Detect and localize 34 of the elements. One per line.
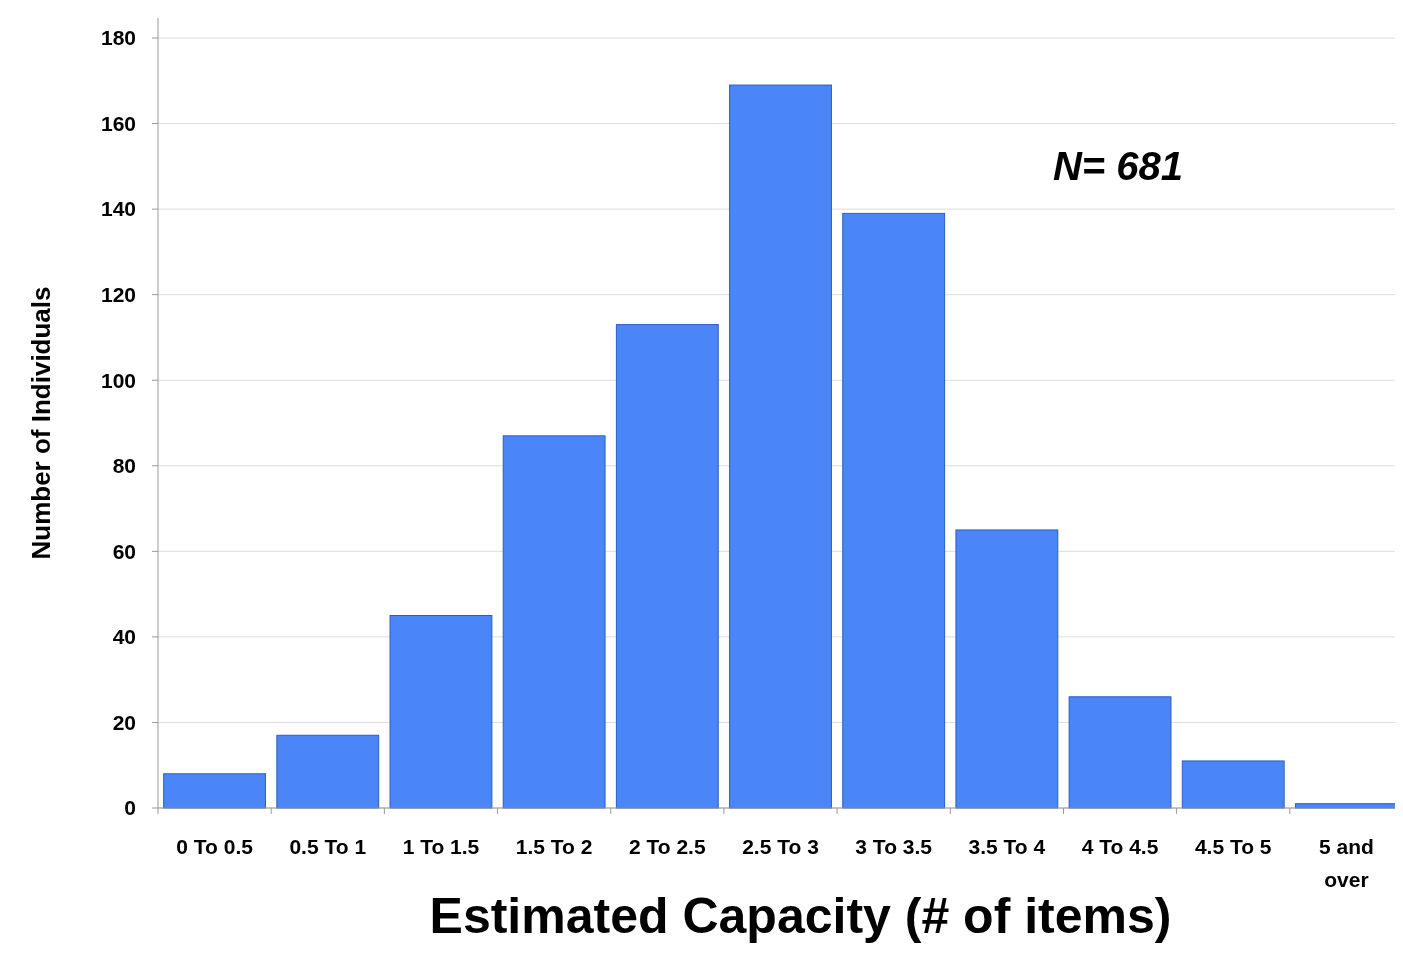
bar: [276, 734, 380, 809]
bar: [955, 529, 1059, 809]
y-tick-label: 140: [100, 197, 136, 221]
x-axis-title: Estimated Capacity (# of items): [429, 888, 1172, 944]
y-tick-label: 180: [100, 26, 136, 50]
x-tick-label: 1.5 To 2: [515, 835, 593, 858]
bar: [842, 212, 946, 809]
y-tick-label: 0: [124, 796, 136, 820]
x-tick-label: 0.5 To 1: [289, 835, 367, 858]
y-tick-label: 100: [100, 368, 136, 392]
x-tick-label: 3.5 To 4: [968, 835, 1046, 858]
bar: [163, 773, 267, 809]
x-tick-label: 3 To 3.5: [855, 835, 933, 858]
x-tick-label: 2 To 2.5: [629, 835, 706, 858]
bar: [615, 324, 719, 809]
y-axis-title: Number of Individuals: [26, 286, 56, 560]
bar: [389, 615, 493, 809]
bar: [1068, 696, 1172, 809]
x-tick-label: 0 To 0.5: [176, 835, 254, 858]
bar: [502, 435, 606, 809]
y-tick-label: 120: [100, 283, 136, 307]
bar: [729, 84, 832, 809]
x-tick-label: 5 and over: [1318, 835, 1374, 891]
x-tick-label: 2.5 To 3: [742, 835, 819, 858]
annotation: N= 681: [1052, 144, 1184, 188]
bar: [1181, 760, 1285, 809]
y-tick-label: 80: [112, 454, 136, 478]
y-tick-label: 20: [112, 710, 136, 734]
y-tick-label: 40: [112, 625, 136, 649]
x-tick-label: 4 To 4.5: [1081, 835, 1159, 858]
y-tick-label: 160: [100, 111, 136, 135]
x-tick-label: 4.5 To 5: [1194, 835, 1272, 858]
x-tick-label: 1 To 1.5: [402, 835, 480, 858]
y-tick-label: 60: [112, 539, 136, 563]
